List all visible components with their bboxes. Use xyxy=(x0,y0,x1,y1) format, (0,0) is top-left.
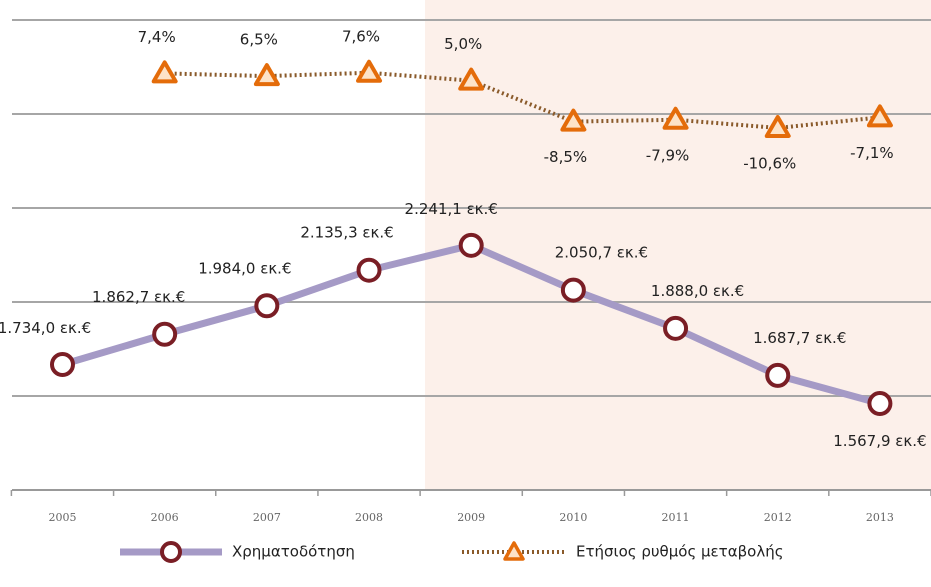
data-label: 1.567,9 εκ.€ xyxy=(833,432,926,450)
legend-label: Χρηματοδότηση xyxy=(232,543,355,561)
marker xyxy=(253,63,280,87)
data-label: 2.241,1 εκ.€ xyxy=(405,200,498,218)
data-label: -10,6% xyxy=(743,154,796,172)
x-tick-label: 2009 xyxy=(457,511,485,524)
marker xyxy=(866,104,893,128)
marker xyxy=(560,277,586,303)
x-tick-label: 2007 xyxy=(253,511,281,524)
data-label: 1.984,0 εκ.€ xyxy=(198,259,291,277)
marker xyxy=(560,108,587,132)
legend-label: Ετήσιος ρυθμός μεταβολής xyxy=(576,543,784,561)
x-tick-label: 2012 xyxy=(764,511,792,524)
marker xyxy=(458,232,484,258)
marker xyxy=(458,67,485,91)
marker xyxy=(151,60,178,84)
x-tick-label: 2010 xyxy=(559,511,587,524)
data-label: 1.734,0 εκ.€ xyxy=(0,319,91,337)
legend-marker xyxy=(160,541,182,563)
data-label: 2.050,7 εκ.€ xyxy=(555,244,648,262)
x-tick-label: 2008 xyxy=(355,511,383,524)
series-line xyxy=(164,70,881,130)
marker xyxy=(663,315,689,341)
marker xyxy=(764,114,791,138)
marker xyxy=(254,293,280,319)
data-label: 1.862,7 εκ.€ xyxy=(92,288,185,306)
data-label: -7,1% xyxy=(850,144,894,162)
data-label: 5,0% xyxy=(444,35,482,53)
data-label: 1.888,0 εκ.€ xyxy=(651,282,744,300)
data-label: 1.687,7 εκ.€ xyxy=(753,329,846,347)
data-label: 7,6% xyxy=(342,27,380,45)
marker xyxy=(356,257,382,283)
marker xyxy=(152,321,178,347)
x-tick-label: 2013 xyxy=(866,511,894,524)
x-tick-label: 2006 xyxy=(151,511,179,524)
legend-marker xyxy=(503,541,525,561)
data-label: -7,9% xyxy=(646,146,690,164)
marker xyxy=(356,59,383,83)
data-label: 6,5% xyxy=(240,31,278,49)
x-tick-label: 2011 xyxy=(662,511,690,524)
marker xyxy=(765,362,791,388)
data-label: 7,4% xyxy=(138,28,176,46)
marker xyxy=(867,391,893,417)
marker xyxy=(49,352,75,378)
x-tick-label: 2005 xyxy=(48,511,76,524)
marker xyxy=(662,106,689,130)
shaded-region xyxy=(425,0,931,490)
data-label: 2.135,3 εκ.€ xyxy=(300,224,393,242)
data-label: -8,5% xyxy=(544,148,588,166)
